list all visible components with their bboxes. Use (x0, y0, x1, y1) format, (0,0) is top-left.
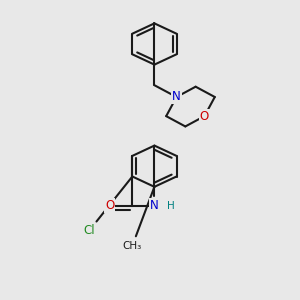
Text: O: O (200, 110, 209, 123)
Text: O: O (105, 200, 114, 212)
Text: Cl: Cl (84, 224, 95, 237)
Text: CH₃: CH₃ (123, 241, 142, 251)
Text: N: N (150, 200, 159, 212)
Text: N: N (172, 91, 181, 103)
Text: H: H (167, 201, 175, 211)
